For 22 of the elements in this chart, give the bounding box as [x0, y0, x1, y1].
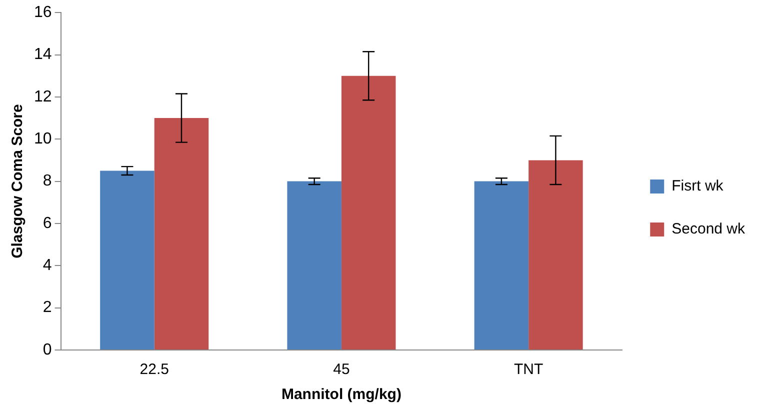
- y-tick-label: 2: [42, 299, 52, 316]
- legend-label: Second wk: [672, 220, 746, 238]
- x-axis-title: Mannitol (mg/kg): [281, 386, 402, 404]
- y-tick-label: 14: [34, 46, 52, 64]
- y-tick-label: 10: [34, 130, 52, 148]
- bar: [287, 181, 342, 350]
- bar: [474, 181, 529, 350]
- y-tick-label: 12: [34, 88, 52, 106]
- y-tick-label: 8: [42, 172, 52, 190]
- bar: [528, 160, 583, 350]
- bar: [100, 170, 154, 350]
- y-tick-label: 6: [42, 214, 52, 232]
- x-tick-label: 45: [333, 361, 350, 378]
- legend-label: Fisrt wk: [672, 178, 724, 195]
- x-tick-label: TNT: [514, 361, 544, 378]
- y-tick-label: 16: [34, 4, 52, 22]
- bar: [341, 76, 396, 350]
- x-tick-label: 22.5: [140, 361, 169, 378]
- y-axis-title: Glasgow Coma Score: [9, 104, 26, 258]
- bar: [154, 118, 209, 350]
- y-tick-label: 4: [42, 257, 52, 274]
- y-tick-label: 0: [42, 341, 52, 358]
